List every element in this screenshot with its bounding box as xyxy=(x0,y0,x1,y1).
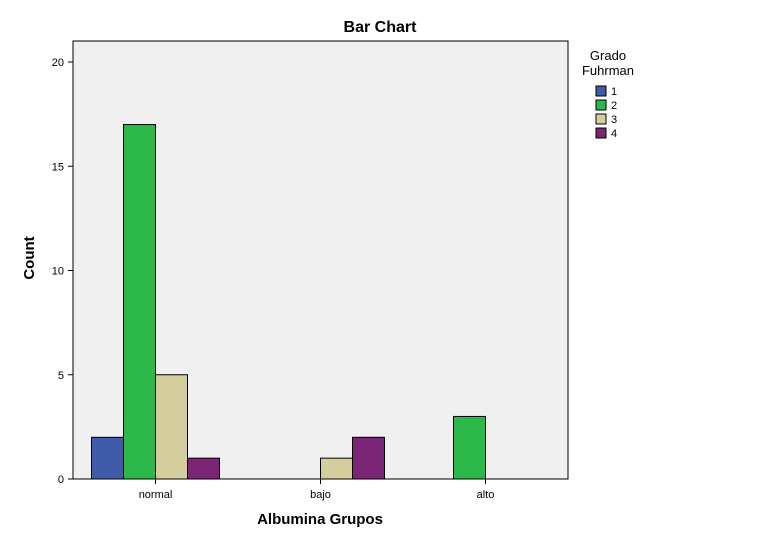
bar-normal-series-3 xyxy=(155,374,188,480)
y-tick-label: 0 xyxy=(58,474,64,486)
bar-normal-series-1 xyxy=(91,436,124,480)
legend-label-4: 4 xyxy=(611,128,617,140)
legend-swatch-3 xyxy=(595,113,607,125)
legend-label-2: 2 xyxy=(611,100,617,112)
legend-title-line-2: Fuhrman xyxy=(582,63,634,78)
y-tick-label: 15 xyxy=(52,161,64,173)
legend-label-3: 3 xyxy=(611,114,617,126)
bar-bajo-series-4 xyxy=(352,436,385,480)
bar-normal-series-4 xyxy=(187,457,220,480)
y-tick-label: 10 xyxy=(52,266,64,278)
chart-title: Bar Chart xyxy=(344,19,418,36)
bar-alto-series-2 xyxy=(453,415,486,480)
y-axis-label: Count xyxy=(21,236,38,279)
legend-items: 1 2 3 4 xyxy=(595,85,617,140)
axes-group: 0 5 10 15 20 normal bajo alto xyxy=(52,57,495,501)
legend-label-1: 1 xyxy=(611,86,617,98)
x-axis-label: Albumina Grupos xyxy=(257,511,383,528)
legend-swatch-2 xyxy=(595,99,607,111)
x-tick-label: normal xyxy=(139,489,173,501)
bar-normal-series-2 xyxy=(123,124,156,480)
x-tick-label: bajo xyxy=(310,489,331,501)
y-tick-label: 20 xyxy=(52,57,64,69)
x-tick-label: alto xyxy=(477,489,495,501)
legend-swatch-1 xyxy=(595,85,607,97)
bars-group xyxy=(91,124,486,480)
bar-bajo-series-3 xyxy=(320,457,353,480)
legend-swatch-4 xyxy=(595,127,607,139)
legend: Grado Fuhrman 1 2 3 4 xyxy=(582,48,634,140)
y-tick-label: 5 xyxy=(58,370,64,382)
legend-title-line-1: Grado xyxy=(590,48,626,63)
